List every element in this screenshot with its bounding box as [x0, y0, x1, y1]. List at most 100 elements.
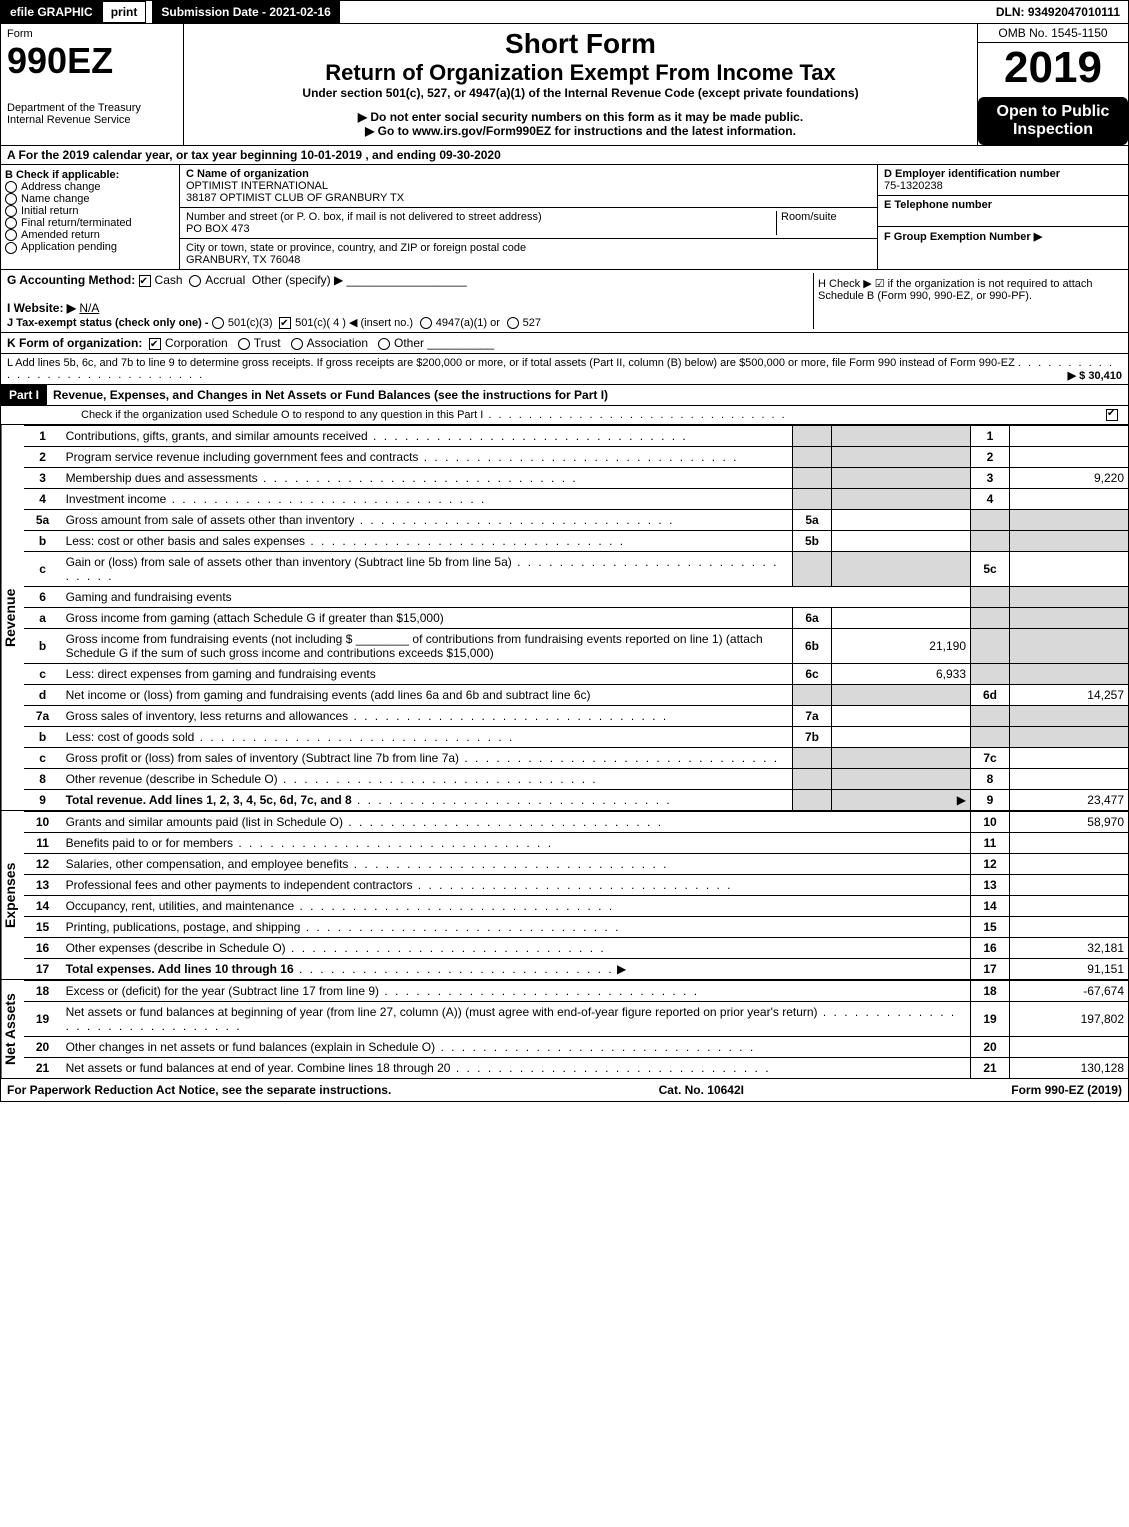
chk-accrual[interactable] — [189, 275, 201, 287]
page-footer: For Paperwork Reduction Act Notice, see … — [1, 1079, 1128, 1101]
line-6d: dNet income or (loss) from gaming and fu… — [24, 685, 1128, 706]
revenue-label: Revenue — [1, 425, 24, 810]
chk-corporation[interactable] — [149, 338, 161, 350]
net-assets-label: Net Assets — [1, 980, 24, 1078]
chk-schedule-o[interactable] — [1106, 409, 1118, 421]
chk-association[interactable] — [291, 338, 303, 350]
org-address: PO BOX 473 — [186, 223, 776, 235]
addr-label: Number and street (or P. O. box, if mail… — [186, 211, 776, 223]
print-button[interactable]: print — [102, 1, 147, 23]
top-bar: efile GRAPHIC print Submission Date - 20… — [1, 1, 1128, 23]
expenses-section: Expenses 10Grants and similar amounts pa… — [1, 811, 1128, 980]
chk-501c[interactable] — [279, 317, 291, 329]
dln: DLN: 93492047010111 — [988, 2, 1128, 22]
chk-527[interactable] — [507, 317, 519, 329]
line-19: 19Net assets or fund balances at beginni… — [24, 1002, 1128, 1037]
part1-check: Check if the organization used Schedule … — [1, 406, 1128, 425]
city-label: City or town, state or province, country… — [186, 242, 871, 254]
part1-header: Part I Revenue, Expenses, and Changes in… — [1, 385, 1128, 406]
dept-treasury: Department of the Treasury — [7, 102, 177, 114]
l-row: L Add lines 5b, 6c, and 7b to line 9 to … — [1, 354, 1128, 385]
line-8: 8Other revenue (describe in Schedule O)8 — [24, 769, 1128, 790]
chk-address-change[interactable] — [5, 181, 17, 193]
line-9: 9Total revenue. Add lines 1, 2, 3, 4, 5c… — [24, 790, 1128, 811]
h-box: H Check ▶ ☑ if the organization is not r… — [813, 273, 1122, 329]
line-6c: cLess: direct expenses from gaming and f… — [24, 664, 1128, 685]
box-b-label: B Check if applicable: — [5, 169, 175, 181]
omb-number: OMB No. 1545-1150 — [978, 24, 1128, 43]
footer-right: Form 990-EZ (2019) — [1011, 1083, 1122, 1097]
ein: 75-1320238 — [884, 180, 1122, 192]
room-suite-label: Room/suite — [776, 211, 871, 235]
expenses-label: Expenses — [1, 811, 24, 979]
ssn-warning: ▶ Do not enter social security numbers o… — [188, 110, 973, 124]
chk-name-change[interactable] — [5, 193, 17, 205]
box-d-label: D Employer identification number — [884, 168, 1122, 180]
org-name-2: 38187 OPTIMIST CLUB OF GRANBURY TX — [186, 192, 871, 204]
l-amount: ▶ $ 30,410 — [1068, 369, 1122, 382]
line-7b: bLess: cost of goods sold7b — [24, 727, 1128, 748]
form-header: Form 990EZ Department of the Treasury In… — [1, 23, 1128, 146]
org-city: GRANBURY, TX 76048 — [186, 254, 871, 266]
box-c-label: C Name of organization — [186, 168, 871, 180]
form-prefix: Form — [7, 28, 177, 40]
entity-block: B Check if applicable: Address change Na… — [1, 165, 1128, 270]
line-7c: cGross profit or (loss) from sales of in… — [24, 748, 1128, 769]
part1-title: Revenue, Expenses, and Changes in Net As… — [47, 385, 614, 405]
subtitle: Under section 501(c), 527, or 4947(a)(1)… — [188, 86, 973, 100]
chk-other-org[interactable] — [378, 338, 390, 350]
title-return: Return of Organization Exempt From Incom… — [188, 60, 973, 86]
box-f-label: F Group Exemption Number ▶ — [884, 230, 1122, 243]
line-7a: 7aGross sales of inventory, less returns… — [24, 706, 1128, 727]
org-name-1: OPTIMIST INTERNATIONAL — [186, 180, 871, 192]
form-990ez-page: efile GRAPHIC print Submission Date - 20… — [0, 0, 1129, 1102]
tax-year: 2019 — [978, 43, 1128, 93]
line-3: 3Membership dues and assessments39,220 — [24, 468, 1128, 489]
footer-left: For Paperwork Reduction Act Notice, see … — [7, 1083, 391, 1097]
box-e-label: E Telephone number — [884, 199, 1122, 211]
part1-label: Part I — [1, 385, 47, 405]
line-6: 6Gaming and fundraising events — [24, 587, 1128, 608]
g-other: Other (specify) ▶ — [252, 273, 343, 287]
j-label: J Tax-exempt status (check only one) - — [7, 317, 209, 329]
line-20: 20Other changes in net assets or fund ba… — [24, 1037, 1128, 1058]
chk-501c3[interactable] — [212, 317, 224, 329]
title-short-form: Short Form — [188, 28, 973, 60]
line-4: 4Investment income4 — [24, 489, 1128, 510]
line-1: 1Contributions, gifts, grants, and simil… — [24, 426, 1128, 447]
efile-label: efile GRAPHIC — [1, 1, 102, 23]
form-name: 990EZ — [7, 40, 177, 82]
open-to-public: Open to Public Inspection — [978, 97, 1128, 145]
submission-date: Submission Date - 2021-02-16 — [152, 1, 339, 23]
line-11: 11Benefits paid to or for members11 — [24, 833, 1128, 854]
line-5a: 5aGross amount from sale of assets other… — [24, 510, 1128, 531]
chk-final-return[interactable] — [5, 217, 17, 229]
k-label: K Form of organization: — [7, 336, 142, 350]
chk-application-pending[interactable] — [5, 242, 17, 254]
dept-irs: Internal Revenue Service — [7, 114, 177, 126]
line-6a: aGross income from gaming (attach Schedu… — [24, 608, 1128, 629]
line-13: 13Professional fees and other payments t… — [24, 875, 1128, 896]
revenue-section: Revenue 1Contributions, gifts, grants, a… — [1, 425, 1128, 811]
line-5c: cGain or (loss) from sale of assets othe… — [24, 552, 1128, 587]
chk-cash[interactable] — [139, 275, 151, 287]
line-6b: bGross income from fundraising events (n… — [24, 629, 1128, 664]
k-row: K Form of organization: Corporation Trus… — [1, 333, 1128, 354]
chk-4947[interactable] — [420, 317, 432, 329]
g-label: G Accounting Method: — [7, 273, 135, 287]
goto-link[interactable]: ▶ Go to www.irs.gov/Form990EZ for instru… — [188, 124, 973, 138]
chk-trust[interactable] — [238, 338, 250, 350]
chk-amended-return[interactable] — [5, 229, 17, 241]
telephone — [884, 211, 1122, 223]
website: N/A — [79, 301, 99, 315]
line-17: 17Total expenses. Add lines 10 through 1… — [24, 959, 1128, 980]
line-14: 14Occupancy, rent, utilities, and mainte… — [24, 896, 1128, 917]
line-10: 10Grants and similar amounts paid (list … — [24, 812, 1128, 833]
line-15: 15Printing, publications, postage, and s… — [24, 917, 1128, 938]
line-16: 16Other expenses (describe in Schedule O… — [24, 938, 1128, 959]
chk-initial-return[interactable] — [5, 205, 17, 217]
footer-mid: Cat. No. 10642I — [659, 1083, 744, 1097]
line-5b: bLess: cost or other basis and sales exp… — [24, 531, 1128, 552]
line-2: 2Program service revenue including gover… — [24, 447, 1128, 468]
line-21: 21Net assets or fund balances at end of … — [24, 1058, 1128, 1079]
